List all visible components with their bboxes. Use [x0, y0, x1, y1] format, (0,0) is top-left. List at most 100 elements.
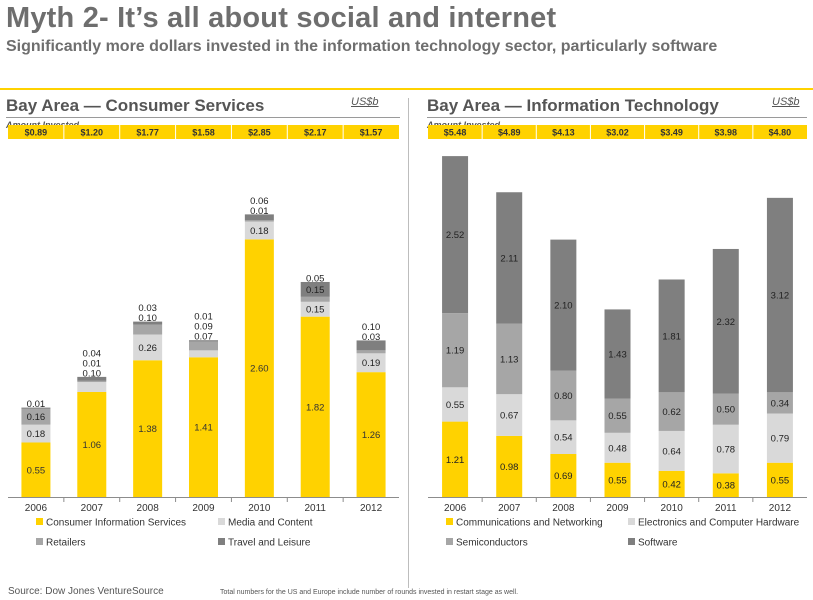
title-divider	[0, 88, 813, 90]
it-data-label: 0.54	[554, 433, 573, 444]
consumer-data-label: 1.41	[194, 423, 213, 434]
it-data-label: 0.67	[500, 411, 519, 422]
it-data-label: 0.98	[500, 462, 519, 473]
it-category-label: 2008	[552, 503, 575, 514]
consumer-data-label: 0.05	[306, 273, 325, 284]
it-bar-segment	[550, 239, 577, 371]
it-data-label: 2.52	[446, 230, 465, 241]
consumer-data-label: 1.82	[306, 402, 325, 413]
consumer-data-label: 0.10	[362, 322, 381, 333]
consumer-bar-segment	[21, 408, 51, 425]
it-total-label: $5.48	[444, 128, 467, 138]
it-data-label: 0.80	[554, 391, 573, 402]
consumer-bar-segment	[77, 391, 107, 497]
it-data-label: 1.43	[608, 349, 627, 360]
consumer-bar-segment	[189, 357, 218, 497]
consumer-data-label: 0.55	[27, 465, 46, 476]
it-data-label: 2.10	[554, 301, 573, 312]
it-bar-segment	[658, 430, 685, 471]
consumer-bar-segment	[300, 281, 330, 297]
information-technology-chart-title: Bay Area — Information Technology	[427, 96, 719, 115]
information-technology-unit-label: US$b	[772, 96, 800, 108]
consumer-bar-segment	[356, 350, 386, 354]
it-legend-swatch	[446, 538, 453, 545]
consumer-category-label: 2008	[137, 503, 160, 514]
it-bar-segment	[766, 462, 793, 497]
consumer-bar-segment	[244, 221, 274, 240]
it-data-label: 2.11	[500, 253, 518, 264]
consumer-bar-segment	[77, 380, 107, 383]
consumer-bar-segment	[300, 316, 330, 497]
it-bar-segment	[766, 392, 793, 414]
it-data-label: 0.62	[662, 407, 681, 418]
consumer-total-label: $2.85	[248, 128, 271, 138]
it-data-label: 0.34	[771, 398, 790, 409]
it-category-label: 2006	[444, 503, 467, 514]
consumer-bar-segment	[133, 360, 163, 497]
consumer-data-label: 0.15	[306, 305, 325, 316]
it-total-label: $3.02	[606, 128, 629, 138]
consumer-data-label: 0.01	[250, 206, 269, 217]
it-bar-segment	[604, 432, 631, 463]
consumer-bar-segment	[300, 301, 330, 317]
it-bar-segment	[550, 453, 577, 497]
consumer-data-label: 0.26	[138, 343, 157, 354]
it-total-label: $4.89	[498, 128, 521, 138]
consumer-category-label: 2007	[81, 503, 104, 514]
it-bar-segment	[496, 435, 523, 497]
consumer-data-label: 0.01	[27, 399, 46, 410]
consumer-services-header-rule	[6, 117, 400, 118]
consumer-data-label: 0.03	[362, 332, 381, 343]
it-bar-segment	[496, 394, 523, 436]
consumer-legend-label: Media and Content	[228, 518, 313, 529]
consumer-bar-segment	[244, 214, 274, 221]
consumer-services-chart-title: Bay Area — Consumer Services	[6, 96, 265, 115]
consumer-bar-segment	[356, 353, 386, 373]
it-data-label: 0.55	[608, 475, 627, 486]
consumer-bar-segment	[244, 239, 274, 497]
consumer-category-label: 2009	[192, 503, 215, 514]
it-data-label: 0.69	[554, 471, 573, 482]
page-subtitle: Significantly more dollars invested in t…	[6, 38, 718, 55]
consumer-bar-segment	[356, 372, 386, 497]
consumer-bar-segment	[21, 424, 51, 443]
it-data-label: 0.79	[771, 434, 790, 445]
consumer-total-label: $2.17	[304, 128, 327, 138]
it-legend-label: Software	[638, 538, 678, 549]
consumer-bar-segment	[300, 296, 330, 302]
it-data-label: 0.55	[446, 400, 465, 411]
it-data-label: 3.12	[771, 291, 790, 302]
it-category-label: 2011	[715, 503, 737, 514]
consumer-data-label: 0.18	[250, 226, 269, 237]
source-note: Source: Dow Jones VentureSource	[8, 586, 164, 597]
it-legend-label: Electronics and Computer Hardware	[638, 518, 800, 529]
consumer-data-label: 0.06	[250, 196, 269, 207]
it-data-label: 0.42	[662, 479, 681, 490]
it-total-label: $3.49	[660, 128, 683, 138]
it-data-label: 0.38	[717, 481, 736, 492]
consumer-data-label: 0.19	[362, 358, 381, 369]
it-bar-segment	[712, 424, 739, 474]
consumer-data-label: 0.04	[83, 348, 102, 359]
consumer-total-label: $1.57	[360, 128, 383, 138]
consumer-legend-swatch	[218, 518, 225, 525]
it-bar-segment	[712, 248, 739, 394]
footnote: Total numbers for the US and Europe incl…	[220, 589, 519, 596]
consumer-total-label: $1.20	[81, 128, 104, 138]
consumer-legend-label: Travel and Leisure	[228, 538, 311, 549]
consumer-bar-segment	[133, 321, 163, 325]
consumer-bar-segment	[77, 376, 107, 381]
consumer-data-label: 0.01	[83, 358, 102, 369]
it-category-label: 2012	[769, 503, 792, 514]
consumer-total-label: $0.89	[25, 128, 48, 138]
consumer-bar-segment	[244, 220, 274, 222]
it-data-label: 0.64	[662, 446, 681, 457]
it-bar-segment	[604, 398, 631, 433]
it-data-label: 0.48	[608, 443, 627, 454]
it-bar-segment	[658, 470, 685, 497]
it-total-label: $4.13	[552, 128, 575, 138]
it-category-label: 2007	[498, 503, 521, 514]
page-title: Myth 2- It’s all about social and intern…	[6, 2, 557, 34]
consumer-bar-segment	[189, 341, 218, 351]
